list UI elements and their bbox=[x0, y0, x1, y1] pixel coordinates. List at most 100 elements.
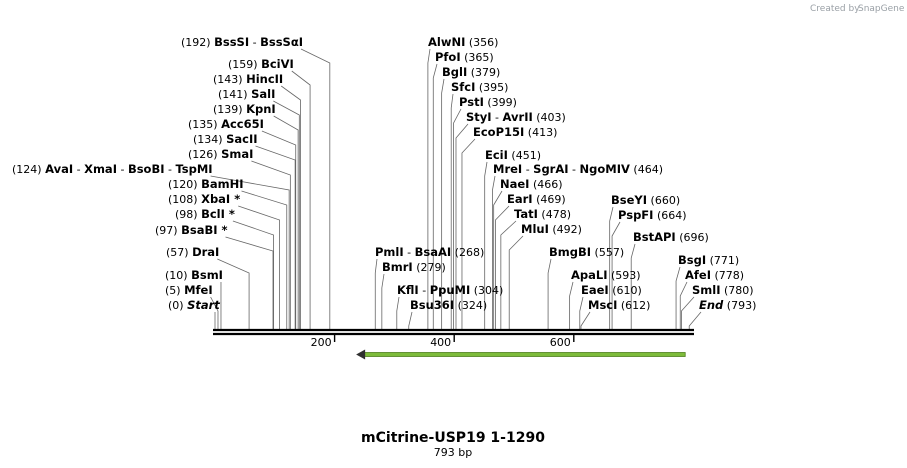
site-label[interactable]: TatI (478) bbox=[514, 207, 571, 221]
site-label[interactable]: KflI - PpuMI (304) bbox=[397, 283, 503, 297]
site-label[interactable]: (139) KpnI bbox=[213, 102, 276, 116]
site-label-group[interactable]: (141) SalI bbox=[218, 87, 275, 101]
site-label-group[interactable]: BmgBI (557) bbox=[549, 245, 624, 259]
site-label[interactable]: StyI - AvrII (403) bbox=[466, 110, 566, 124]
site-label[interactable]: (10) BsmI bbox=[165, 268, 223, 282]
site-label-group[interactable]: (135) Acc65I bbox=[188, 117, 264, 131]
site-label-group[interactable]: (139) KpnI bbox=[213, 102, 276, 116]
site-label[interactable]: BmrI (279) bbox=[382, 260, 446, 274]
site-label-group[interactable]: BseYI (660) bbox=[611, 193, 680, 207]
site-label[interactable]: PfoI (365) bbox=[435, 50, 494, 64]
site-label[interactable]: EciI (451) bbox=[485, 148, 541, 162]
site-label[interactable]: MluI (492) bbox=[521, 222, 582, 236]
site-label[interactable]: BseYI (660) bbox=[611, 193, 680, 207]
site-label[interactable]: PspFI (664) bbox=[618, 208, 687, 222]
site-position: (793) bbox=[723, 299, 756, 312]
feature-arrow-head[interactable] bbox=[356, 349, 366, 360]
site-label[interactable]: BsgI (771) bbox=[678, 253, 739, 267]
site-leader bbox=[455, 123, 469, 330]
site-position: (57) bbox=[166, 246, 192, 259]
site-label-group[interactable]: AlwNI (356) bbox=[428, 35, 498, 49]
site-label-group[interactable]: PfoI (365) bbox=[435, 50, 494, 64]
site-label[interactable]: PstI (399) bbox=[459, 95, 517, 109]
site-label-group[interactable]: BglI (379) bbox=[442, 65, 500, 79]
site-label-group[interactable]: (98) BclI * bbox=[175, 207, 235, 221]
site-label[interactable]: (126) SmaI bbox=[188, 147, 253, 161]
site-label-group[interactable]: (126) SmaI bbox=[188, 147, 253, 161]
site-label[interactable]: (97) BsaBI * bbox=[155, 223, 228, 237]
site-label[interactable]: (57) DraI bbox=[166, 245, 219, 259]
site-label[interactable]: BglI (379) bbox=[442, 65, 500, 79]
site-label[interactable]: MscI (612) bbox=[588, 298, 650, 312]
site-label[interactable]: (124) AvaI - XmaI - BsoBI - TspMI bbox=[12, 162, 213, 176]
site-label-group[interactable]: PmlI - BsaAI (268) bbox=[375, 245, 484, 259]
site-label[interactable]: AfeI (778) bbox=[685, 268, 744, 282]
site-label-group[interactable]: PspFI (664) bbox=[618, 208, 687, 222]
site-label-group[interactable]: EciI (451) bbox=[485, 148, 541, 162]
site-label-group[interactable]: MreI - SgrAI - NgoMIV (464) bbox=[493, 162, 663, 176]
site-label-group[interactable]: SfcI (395) bbox=[451, 80, 508, 94]
site-label-group[interactable]: (124) AvaI - XmaI - BsoBI - TspMI bbox=[12, 162, 213, 176]
site-label[interactable]: (0) Start bbox=[168, 298, 220, 312]
site-label-group[interactable]: (143) HincII bbox=[213, 72, 283, 86]
site-label[interactable]: (143) HincII bbox=[213, 72, 283, 86]
site-label-group[interactable]: MluI (492) bbox=[521, 222, 582, 236]
site-label-group[interactable]: SmlI (780) bbox=[692, 283, 754, 297]
site-label[interactable]: SfcI (395) bbox=[451, 80, 508, 94]
site-label-group[interactable]: (159) BciVI bbox=[228, 57, 294, 71]
site-label[interactable]: BstAPI (696) bbox=[633, 230, 709, 244]
site-label[interactable]: MreI - SgrAI - NgoMIV (464) bbox=[493, 162, 663, 176]
site-label[interactable]: BmgBI (557) bbox=[549, 245, 624, 259]
site-label[interactable]: (135) Acc65I bbox=[188, 117, 264, 131]
site-label[interactable]: PmlI - BsaAI (268) bbox=[375, 245, 484, 259]
site-label[interactable]: (98) BclI * bbox=[175, 207, 235, 221]
site-label[interactable]: (5) MfeI bbox=[165, 283, 213, 297]
site-leader bbox=[675, 266, 681, 330]
site-label-group[interactable]: (120) BamHI bbox=[168, 177, 244, 191]
site-label-group[interactable]: (108) XbaI * bbox=[168, 192, 240, 206]
site-label-group[interactable]: (192) BssSI - BssSαI bbox=[181, 35, 303, 49]
site-label[interactable]: Bsu36I (324) bbox=[410, 298, 487, 312]
site-label-group[interactable]: Bsu36I (324) bbox=[410, 298, 487, 312]
site-label-group[interactable]: (0) Start bbox=[168, 298, 220, 312]
site-label[interactable]: ApaLI (593) bbox=[571, 268, 641, 282]
feature-track[interactable] bbox=[356, 349, 686, 360]
site-label-group[interactable]: EcoP15I (413) bbox=[473, 125, 557, 139]
site-label[interactable]: (134) SacII bbox=[193, 132, 258, 146]
site-label[interactable]: EcoP15I (413) bbox=[473, 125, 557, 139]
site-label-group[interactable]: (57) DraI bbox=[166, 245, 219, 259]
site-label-group[interactable]: (134) SacII bbox=[193, 132, 258, 146]
snapgene-logo: SnapGene bbox=[858, 4, 905, 14]
site-label-group[interactable]: KflI - PpuMI (304) bbox=[397, 283, 503, 297]
site-label-group[interactable]: ApaLI (593) bbox=[571, 268, 641, 282]
site-label[interactable]: (108) XbaI * bbox=[168, 192, 240, 206]
site-label[interactable]: End (793) bbox=[699, 298, 756, 312]
site-label-group[interactable]: BsgI (771) bbox=[678, 253, 739, 267]
site-leader-lines bbox=[210, 48, 702, 330]
site-label-group[interactable]: MscI (612) bbox=[588, 298, 650, 312]
site-label-group[interactable]: StyI - AvrII (403) bbox=[466, 110, 566, 124]
site-label[interactable]: SmlI (780) bbox=[692, 283, 754, 297]
feature-arrow-body[interactable] bbox=[361, 352, 686, 357]
site-label[interactable]: (159) BciVI bbox=[228, 57, 294, 71]
site-label-group[interactable]: (97) BsaBI * bbox=[155, 223, 228, 237]
site-label-group[interactable]: End (793) bbox=[699, 298, 756, 312]
site-label[interactable]: EarI (469) bbox=[507, 192, 566, 206]
site-label-group[interactable]: BstAPI (696) bbox=[633, 230, 709, 244]
site-label-group[interactable]: NaeI (466) bbox=[500, 177, 563, 191]
site-label[interactable]: (141) SalI bbox=[218, 87, 275, 101]
site-label-group[interactable]: (10) BsmI bbox=[165, 268, 223, 282]
site-label[interactable]: EaeI (610) bbox=[581, 283, 642, 297]
site-label-group[interactable]: AfeI (778) bbox=[685, 268, 744, 282]
site-label-group[interactable]: PstI (399) bbox=[459, 95, 517, 109]
site-label[interactable]: (192) BssSI - BssSαI bbox=[181, 35, 303, 49]
site-label-group[interactable]: BmrI (279) bbox=[382, 260, 446, 274]
name-separator: - bbox=[492, 111, 503, 124]
site-label-group[interactable]: EarI (469) bbox=[507, 192, 566, 206]
site-label-group[interactable]: TatI (478) bbox=[514, 207, 571, 221]
site-label[interactable]: AlwNI (356) bbox=[428, 35, 498, 49]
site-label[interactable]: (120) BamHI bbox=[168, 177, 244, 191]
site-label[interactable]: NaeI (466) bbox=[500, 177, 563, 191]
site-label-group[interactable]: EaeI (610) bbox=[581, 283, 642, 297]
site-label-group[interactable]: (5) MfeI bbox=[165, 283, 213, 297]
